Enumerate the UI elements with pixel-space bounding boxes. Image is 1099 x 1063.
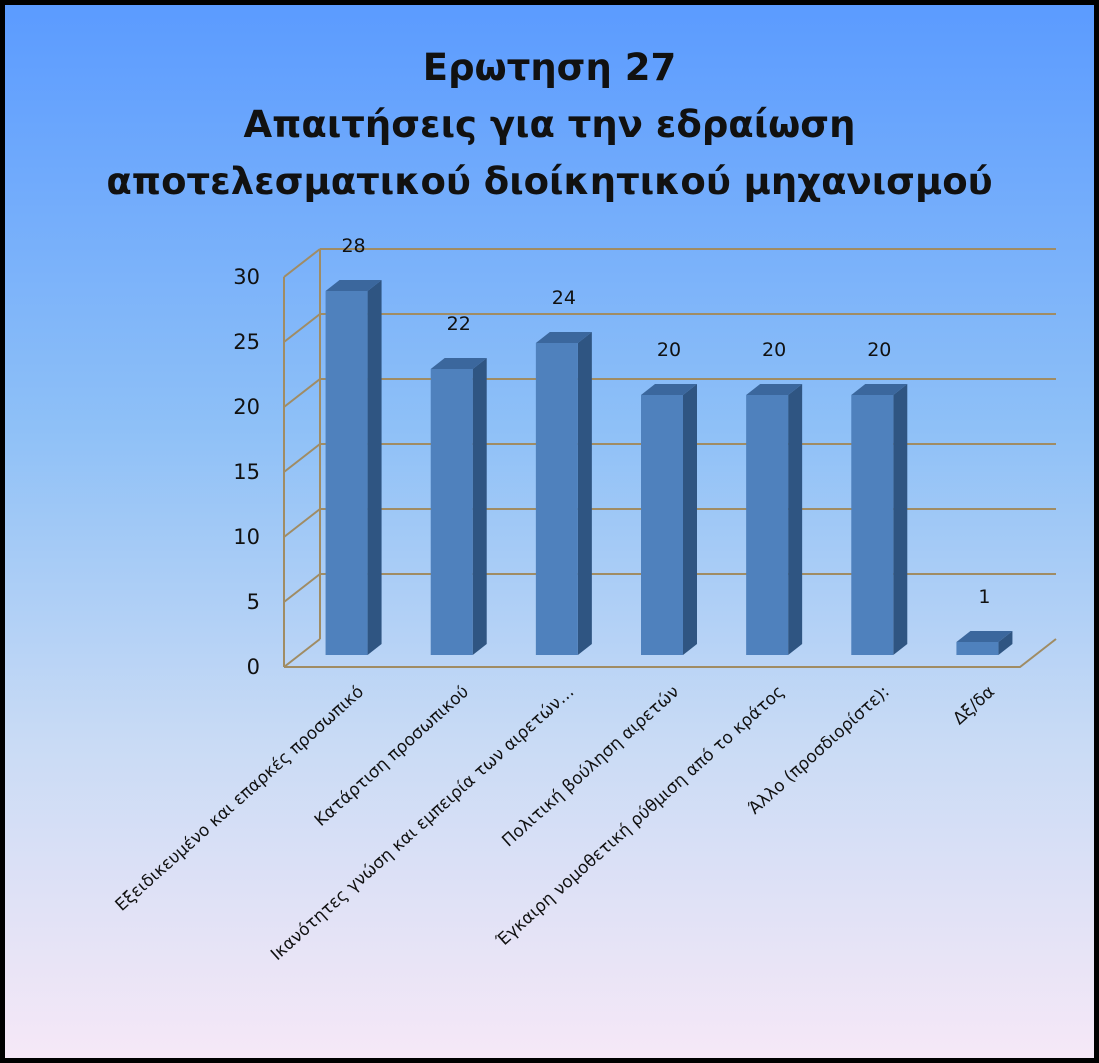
bar-side [788, 384, 803, 655]
chart-title-line-1: Ερωτηση 27 [422, 46, 677, 89]
floor-edge [284, 638, 1057, 668]
bar [956, 642, 999, 655]
bar-top [325, 280, 382, 291]
wall-gridline [283, 508, 321, 538]
wall-gridline [283, 573, 321, 603]
data-label: 28 [341, 235, 365, 257]
data-label: 20 [657, 339, 681, 361]
chart-title: Ερωτηση 27 Απαιτήσεις για την εδραίωση α… [5, 39, 1094, 210]
wall-gridline [283, 638, 321, 668]
bar-top [956, 631, 1013, 642]
bar-side [472, 358, 487, 655]
bar [746, 395, 789, 655]
bar-side [998, 631, 1013, 655]
wall-gridline [283, 313, 321, 343]
wall-gridline [283, 378, 321, 408]
bar [851, 395, 894, 655]
category-label: Πολιτική βούληση αιρετών [498, 682, 683, 851]
bar-side [683, 384, 697, 655]
bar-top [746, 384, 803, 395]
bar-top [535, 332, 592, 343]
bar [325, 291, 368, 655]
bar [535, 343, 578, 655]
data-label: 1 [978, 586, 990, 608]
wall-gridline [283, 248, 321, 278]
wall-gridline [283, 443, 321, 473]
chart-title-line-3: αποτελεσματικού διοίκητικού μηχανισμού [106, 160, 993, 203]
data-label: 22 [447, 313, 471, 335]
data-label: 20 [867, 339, 891, 361]
bar [641, 395, 683, 655]
bar-top [641, 384, 697, 395]
bar-top [851, 384, 908, 395]
bar [430, 369, 473, 655]
y-tick-label: 5 [247, 590, 260, 614]
y-tick-label: 20 [233, 395, 260, 419]
y-tick-label: 15 [233, 460, 260, 484]
data-label: 24 [552, 287, 576, 309]
data-label: 20 [762, 339, 786, 361]
bar-top [430, 358, 487, 369]
bar-side [577, 332, 592, 655]
category-label: Δξ/δα [949, 682, 998, 729]
bar-side [893, 384, 908, 655]
chart-title-line-2: Απαιτήσεις για την εδραίωση [243, 103, 856, 146]
y-tick-label: 0 [247, 655, 260, 679]
y-tick-label: 30 [233, 265, 260, 289]
y-tick-label: 10 [233, 525, 260, 549]
y-tick-label: 25 [233, 330, 260, 354]
bar-side [367, 280, 382, 655]
